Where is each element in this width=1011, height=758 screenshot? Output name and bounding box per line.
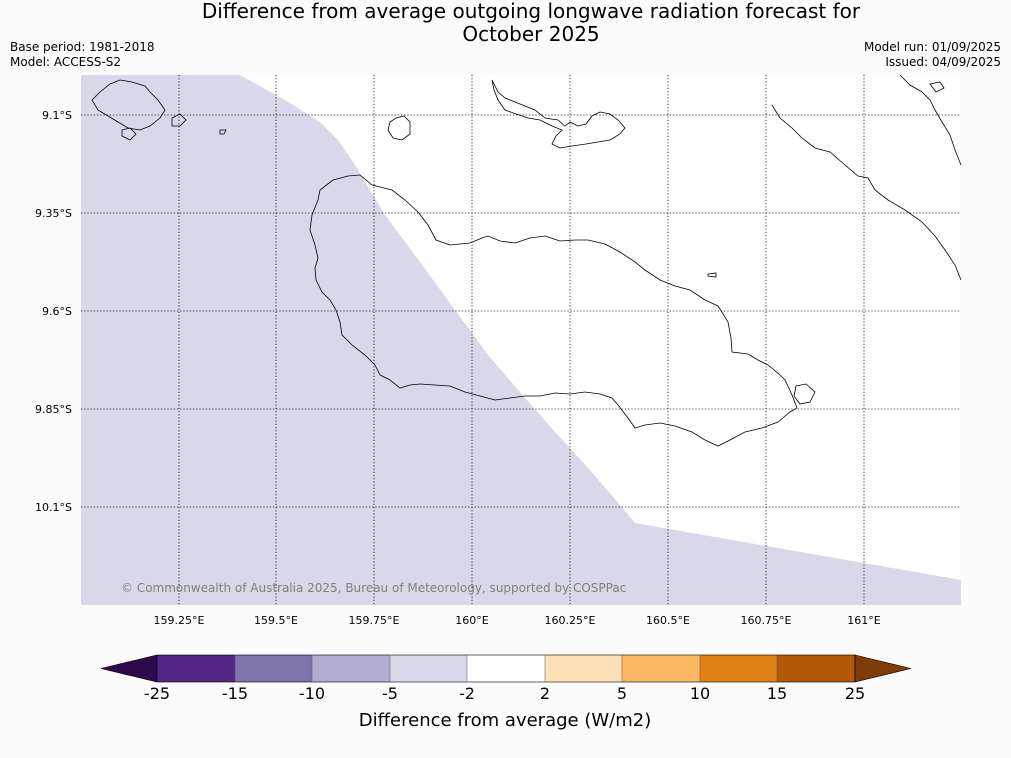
- colorbar-tick-3: -10: [299, 684, 325, 703]
- colorbar-tick-10: 25: [845, 684, 865, 703]
- colorbar-label: Difference from average (W/m2): [359, 710, 651, 731]
- colorbar-bin-2: [235, 655, 312, 682]
- coastlines: [91, 74, 962, 447]
- map-title-line1: Difference from average outgoing longwav…: [201, 0, 861, 23]
- lon-label-7: 160.75°E: [741, 614, 792, 627]
- coastline-guadalcanal: [309, 174, 798, 447]
- colorbar-bin-7: [622, 655, 700, 682]
- map: 9.1°S 9.35°S 9.6°S 9.85°S 10.1°S 159.25°…: [35, 74, 962, 627]
- colorbar-bin-5: [467, 655, 545, 682]
- lon-label-5: 160.25°E: [545, 614, 596, 627]
- metadata-left: Base period: 1981-2018 Model: ACCESS-S2: [10, 40, 155, 70]
- lat-label-2: 9.35°S: [35, 207, 72, 220]
- colorbar-tick-6: 2: [540, 684, 550, 703]
- coastline-florida-islands: [491, 79, 626, 149]
- model-text: Model: ACCESS-S2: [10, 55, 122, 69]
- colorbar-tick-5: -2: [459, 684, 475, 703]
- base-period-text: Base period: 1981-2018: [10, 40, 155, 54]
- colorbar-bin-4: [390, 655, 467, 682]
- metadata-right: Model run: 01/09/2025 Issued: 04/09/2025: [864, 40, 1001, 70]
- lat-label-4: 9.85°S: [35, 403, 72, 416]
- coastline-malaita-upper: [899, 74, 962, 166]
- lat-label-5: 10.1°S: [35, 501, 72, 514]
- colorbar-bin-3: [312, 655, 390, 682]
- colorbar-under-arrow: [100, 654, 158, 683]
- colorbar-tick-2: -15: [222, 684, 248, 703]
- coastline-malaita: [771, 104, 962, 281]
- lon-label-4: 160°E: [455, 614, 488, 627]
- lon-label-1: 159.25°E: [154, 614, 205, 627]
- lon-label-8: 161°E: [847, 614, 880, 627]
- colorbar-over-arrow: [854, 654, 912, 683]
- model-run-text: Model run: 01/09/2025: [863, 40, 1001, 54]
- coastline-russell-islet-1: [171, 113, 187, 127]
- lat-label-3: 9.6°S: [42, 305, 72, 318]
- colorbar-tick-1: -25: [144, 684, 170, 703]
- lon-label-3: 159.75°E: [349, 614, 400, 627]
- colorbar-tick-8: 10: [690, 684, 710, 703]
- coastline-russell-islet-3: [219, 129, 227, 135]
- copyright-text: © Commonwealth of Australia 2025, Bureau…: [121, 581, 626, 595]
- lon-label-2: 159.5°E: [254, 614, 298, 627]
- coastline-small-islet: [707, 272, 717, 278]
- coastline-malaita-islet: [929, 81, 945, 93]
- colorbar-bin-6: [545, 655, 622, 682]
- colorbar-tick-4: -5: [382, 684, 398, 703]
- coastline-savo-island: [387, 115, 411, 141]
- colorbar-tick-7: 5: [617, 684, 627, 703]
- coastline-russell-islands: [91, 79, 166, 131]
- coastline-marau-islets: [793, 383, 816, 405]
- issued-text: Issued: 04/09/2025: [885, 55, 1001, 69]
- colorbar-outline: [156, 654, 856, 683]
- lon-label-6: 160.5°E: [646, 614, 690, 627]
- colorbar-bin-9: [777, 655, 855, 682]
- map-title-line2: October 2025: [462, 22, 600, 46]
- graticule: [81, 75, 961, 605]
- colorbar-bin-1: [157, 655, 235, 682]
- lat-label-1: 9.1°S: [42, 109, 72, 122]
- colorbar-tick-9: 15: [767, 684, 787, 703]
- coastline-russell-islet-2: [121, 127, 137, 141]
- colorbar-bin-8: [700, 655, 777, 682]
- anomaly-region-neg5-neg2: [81, 75, 961, 605]
